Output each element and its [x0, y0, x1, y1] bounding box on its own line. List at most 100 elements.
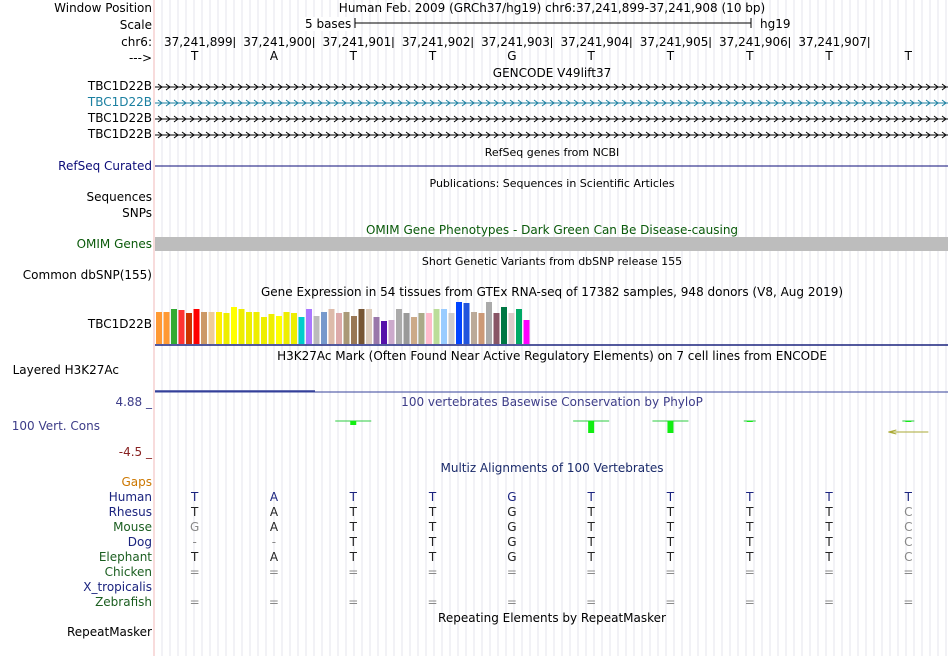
- gtex-tissue-bar: [448, 313, 455, 344]
- dbsnp-label[interactable]: Common dbSNP(155): [22, 268, 152, 282]
- multiz-base: =: [427, 565, 438, 579]
- repeatmasker-label[interactable]: RepeatMasker: [66, 625, 152, 639]
- multiz-base: =: [189, 565, 200, 579]
- multiz-base: =: [903, 595, 914, 609]
- position-label: 37,241,899: [163, 35, 233, 49]
- gaps-label[interactable]: Gaps: [121, 475, 152, 489]
- multiz-base: =: [268, 565, 279, 579]
- omim-label[interactable]: OMIM Genes: [76, 237, 152, 251]
- gtex-tissue-bar: [261, 317, 267, 344]
- base-letter: T: [587, 49, 595, 63]
- multiz-base: A: [269, 505, 279, 519]
- multiz-base: T: [587, 490, 595, 504]
- multiz-species-label[interactable]: Dog: [127, 535, 152, 549]
- base-letter: T: [190, 49, 199, 63]
- gtex-tissue-bar: [291, 313, 297, 344]
- position-label: 37,241,902: [401, 35, 471, 49]
- multiz-base: T: [587, 520, 595, 534]
- position-label: 37,241,906: [719, 35, 788, 49]
- position-label: 37,241,900: [243, 35, 312, 49]
- gtex-tissue-bar: [411, 317, 417, 344]
- multiz-base: C: [904, 550, 913, 564]
- gtex-tissue-bar: [366, 309, 372, 344]
- multiz-base: T: [428, 505, 437, 519]
- multiz-species-label[interactable]: Human: [108, 490, 152, 504]
- multiz-base: T: [349, 490, 357, 504]
- multiz-base: G: [507, 550, 517, 564]
- multiz-base: T: [190, 550, 199, 564]
- gtex-tissue-bar: [298, 317, 305, 344]
- multiz-base: A: [269, 550, 279, 564]
- dbsnp-title: Short Genetic Variants from dbSNP releas…: [421, 255, 683, 268]
- multiz-base: G: [507, 520, 517, 534]
- gencode-transcript-label[interactable]: TBC1D22B: [87, 95, 152, 109]
- gtex-tissue-bar: [268, 314, 275, 344]
- gencode-strand-arrows: [157, 99, 947, 107]
- gtex-tissue-bar: [216, 312, 222, 344]
- multiz-base: =: [744, 595, 755, 609]
- refseq-title: RefSeq genes from NCBI: [484, 146, 620, 159]
- gencode-title: GENCODE V49lift37: [492, 66, 612, 80]
- refseq-label[interactable]: RefSeq Curated: [58, 159, 152, 173]
- multiz-base: =: [348, 595, 359, 609]
- gtex-tissue-bar: [313, 316, 320, 344]
- base-letter: A: [269, 49, 279, 63]
- gtex-tissue-bar: [493, 313, 500, 344]
- multiz-base: T: [746, 505, 754, 519]
- multiz-base: C: [904, 520, 913, 534]
- base-letter: T: [428, 49, 437, 63]
- sequences-label[interactable]: Sequences: [86, 190, 152, 204]
- gtex-tissue-bar: [238, 309, 245, 344]
- gtex-tissue-bar: [163, 312, 170, 344]
- chrom-label: chr6:: [121, 35, 152, 49]
- gencode-transcript-label[interactable]: TBC1D22B: [87, 79, 152, 93]
- multiz-base: =: [824, 565, 835, 579]
- gtex-tissue-bar: [201, 312, 207, 344]
- multiz-base: T: [666, 505, 675, 519]
- multiz-species-label[interactable]: Mouse: [113, 520, 152, 534]
- multiz-base: A: [269, 490, 279, 504]
- multiz-species-label[interactable]: X_tropicalis: [83, 580, 152, 594]
- gtex-tissue-bar: [403, 313, 410, 344]
- h3k27ac-label[interactable]: Layered H3K27Ac: [12, 363, 119, 377]
- gtex-label[interactable]: TBC1D22B: [87, 317, 152, 331]
- gencode-transcript-label[interactable]: TBC1D22B: [87, 111, 152, 125]
- gtex-tissue-bar: [523, 320, 530, 344]
- conservation-bar: [746, 421, 753, 422]
- position-label: 37,241,901: [322, 35, 392, 49]
- gtex-tissue-bar: [433, 309, 440, 344]
- multiz-base: T: [428, 520, 437, 534]
- position-label: 37,241,905: [639, 35, 709, 49]
- gtex-tissue-bar: [276, 316, 282, 344]
- multiz-base: T: [428, 535, 437, 549]
- multiz-base: T: [825, 490, 833, 504]
- multiz-species-label[interactable]: Rhesus: [108, 505, 152, 519]
- base-letter: T: [666, 49, 675, 63]
- multiz-base: T: [746, 490, 754, 504]
- multiz-species-label[interactable]: Chicken: [104, 565, 152, 579]
- multiz-base: T: [746, 535, 754, 549]
- multiz-base: T: [746, 550, 754, 564]
- gtex-tissue-bar: [373, 317, 380, 344]
- multiz-base: =: [506, 565, 517, 579]
- multiz-base: T: [428, 490, 437, 504]
- multiz-base: T: [349, 505, 357, 519]
- multiz-base: T: [825, 520, 833, 534]
- multiz-species-label[interactable]: Elephant: [98, 550, 152, 564]
- conservation-label[interactable]: 100 Vert. Cons: [11, 419, 100, 433]
- multiz-base: C: [904, 535, 913, 549]
- multiz-base: =: [903, 565, 914, 579]
- conservation-marker: [888, 429, 929, 435]
- base-letter: T: [825, 49, 833, 63]
- gtex-tissue-bar: [246, 312, 252, 344]
- gtex-tissue-bar: [358, 309, 365, 344]
- gtex-tissue-bar: [456, 302, 462, 344]
- multiz-base: T: [746, 520, 754, 534]
- multiz-base: T: [666, 550, 675, 564]
- multiz-base: =: [744, 565, 755, 579]
- snps-label[interactable]: SNPs: [122, 206, 152, 220]
- multiz-species-label[interactable]: Zebrafish: [95, 595, 152, 609]
- gencode-transcript-label[interactable]: TBC1D22B: [87, 127, 152, 141]
- assembly-name: hg19: [760, 17, 791, 31]
